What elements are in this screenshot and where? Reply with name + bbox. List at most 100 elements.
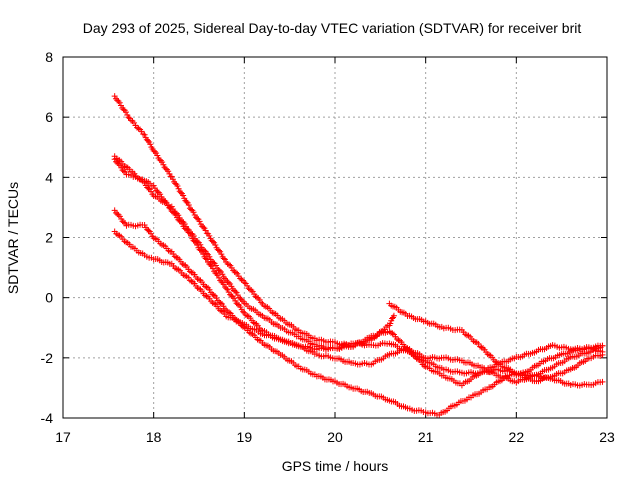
data-point — [240, 308, 247, 315]
data-point — [232, 288, 239, 295]
data-point — [145, 185, 152, 192]
data-point — [168, 173, 175, 180]
data-point — [212, 262, 219, 269]
data-point — [218, 251, 225, 258]
data-point — [202, 255, 209, 262]
data-point — [157, 157, 164, 164]
x-axis-label: GPS time / hours — [282, 458, 389, 474]
plot-frame — [62, 56, 608, 419]
data-point — [174, 183, 181, 190]
data-point — [185, 202, 192, 209]
data-point — [148, 188, 155, 195]
x-tick-label: 20 — [327, 429, 343, 445]
data-point — [141, 221, 148, 228]
data-point — [172, 211, 179, 218]
y-tick-label: 8 — [45, 49, 53, 65]
x-tick-label: 23 — [599, 429, 615, 445]
data-point — [116, 213, 123, 220]
data-point — [120, 168, 127, 175]
data-point — [159, 159, 166, 166]
data-point — [210, 259, 217, 266]
data-point — [125, 114, 132, 121]
data-point — [157, 191, 164, 198]
data-point — [122, 168, 129, 175]
data-point — [176, 217, 183, 224]
data-point — [245, 313, 252, 320]
data-point — [599, 378, 606, 385]
data-point — [154, 152, 161, 159]
data-point — [165, 168, 172, 175]
data-point — [183, 226, 190, 233]
data-point — [111, 93, 118, 100]
data-point — [203, 250, 210, 257]
data-point — [189, 278, 196, 285]
data-point — [166, 204, 173, 211]
data-point — [206, 286, 213, 293]
x-tick-label: 19 — [237, 429, 253, 445]
data-point — [120, 219, 127, 226]
series-track-3 — [111, 156, 606, 389]
chart-title: Day 293 of 2025, Sidereal Day-to-day VTE… — [83, 20, 582, 36]
data-point — [213, 270, 220, 277]
data-point — [390, 312, 397, 319]
data-point — [219, 271, 226, 278]
data-point — [237, 303, 244, 310]
data-point — [221, 284, 228, 291]
data-point — [248, 287, 255, 294]
data-point — [194, 241, 201, 248]
data-point — [163, 199, 170, 206]
data-point — [225, 261, 232, 268]
data-point — [241, 279, 248, 286]
data-point — [122, 109, 129, 116]
data-point — [200, 251, 207, 258]
y-tick-label: -2 — [41, 350, 54, 366]
data-point — [191, 238, 198, 245]
data-point — [196, 218, 203, 225]
y-tick-label: 6 — [45, 109, 53, 125]
data-point — [217, 299, 224, 306]
series-track-5 — [111, 228, 397, 353]
data-point — [200, 224, 207, 231]
data-point — [170, 209, 177, 216]
data-point — [223, 285, 230, 292]
series-track-2 — [111, 153, 606, 385]
data-point — [182, 262, 189, 269]
data-point — [185, 229, 192, 236]
data-point — [122, 220, 129, 227]
data-series — [111, 93, 606, 418]
data-point — [202, 227, 209, 234]
data-point — [190, 209, 197, 216]
data-point — [217, 307, 224, 314]
data-point — [230, 295, 237, 302]
data-point — [209, 238, 216, 245]
data-point — [207, 261, 214, 268]
data-point — [203, 256, 210, 263]
data-point — [209, 265, 216, 272]
data-point — [215, 274, 222, 281]
data-point — [206, 232, 213, 239]
data-point — [151, 148, 158, 155]
data-point — [228, 283, 235, 290]
data-point — [116, 99, 123, 106]
data-point — [212, 241, 219, 248]
data-point — [256, 296, 263, 303]
data-point — [145, 137, 151, 144]
y-axis-label: SDTVAR / TECUs — [5, 182, 21, 294]
tick-labels: 17 18 19 20 21 22 23 -4 -2 0 2 4 6 8 — [41, 49, 615, 445]
data-point — [197, 247, 204, 254]
data-point — [114, 97, 121, 104]
gridlines — [63, 57, 607, 418]
data-point — [135, 125, 142, 132]
data-point — [599, 342, 606, 349]
y-tick-label: -4 — [41, 410, 54, 426]
data-point — [160, 161, 167, 168]
data-point — [141, 131, 148, 138]
x-tick-label: 18 — [146, 429, 162, 445]
x-tick-label: 22 — [509, 429, 525, 445]
data-point — [220, 281, 227, 288]
data-point — [214, 272, 221, 279]
data-point — [480, 345, 487, 352]
data-point — [387, 320, 394, 327]
series-track-6 — [386, 300, 606, 389]
data-point — [116, 162, 123, 169]
